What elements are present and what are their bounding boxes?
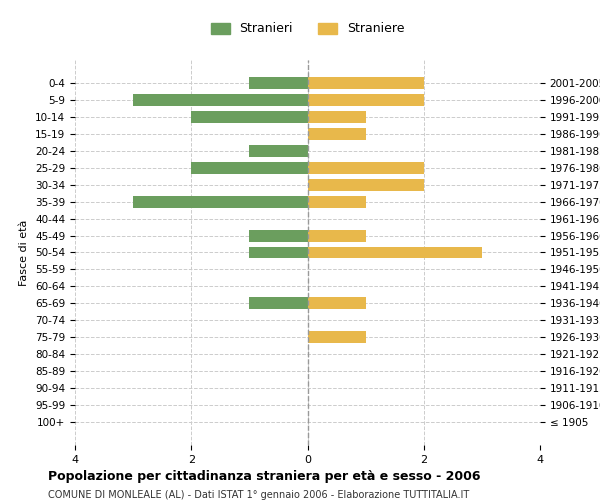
Bar: [250, 230, 308, 241]
Bar: [308, 112, 365, 123]
Bar: [133, 94, 308, 106]
Bar: [308, 331, 365, 343]
Bar: [250, 78, 308, 90]
Bar: [250, 246, 308, 258]
Bar: [250, 298, 308, 309]
Bar: [191, 112, 308, 123]
Bar: [308, 179, 424, 191]
Bar: [308, 246, 482, 258]
Bar: [308, 128, 365, 140]
Text: COMUNE DI MONLEALE (AL) - Dati ISTAT 1° gennaio 2006 - Elaborazione TUTTITALIA.I: COMUNE DI MONLEALE (AL) - Dati ISTAT 1° …: [48, 490, 469, 500]
Bar: [308, 230, 365, 241]
Bar: [133, 196, 308, 207]
Y-axis label: Fasce di età: Fasce di età: [19, 220, 29, 286]
Bar: [308, 196, 365, 207]
Bar: [308, 78, 424, 90]
Bar: [308, 298, 365, 309]
Legend: Stranieri, Straniere: Stranieri, Straniere: [205, 16, 410, 42]
Text: Popolazione per cittadinanza straniera per età e sesso - 2006: Popolazione per cittadinanza straniera p…: [48, 470, 481, 483]
Bar: [308, 162, 424, 174]
Bar: [250, 145, 308, 157]
Bar: [308, 94, 424, 106]
Bar: [191, 162, 308, 174]
